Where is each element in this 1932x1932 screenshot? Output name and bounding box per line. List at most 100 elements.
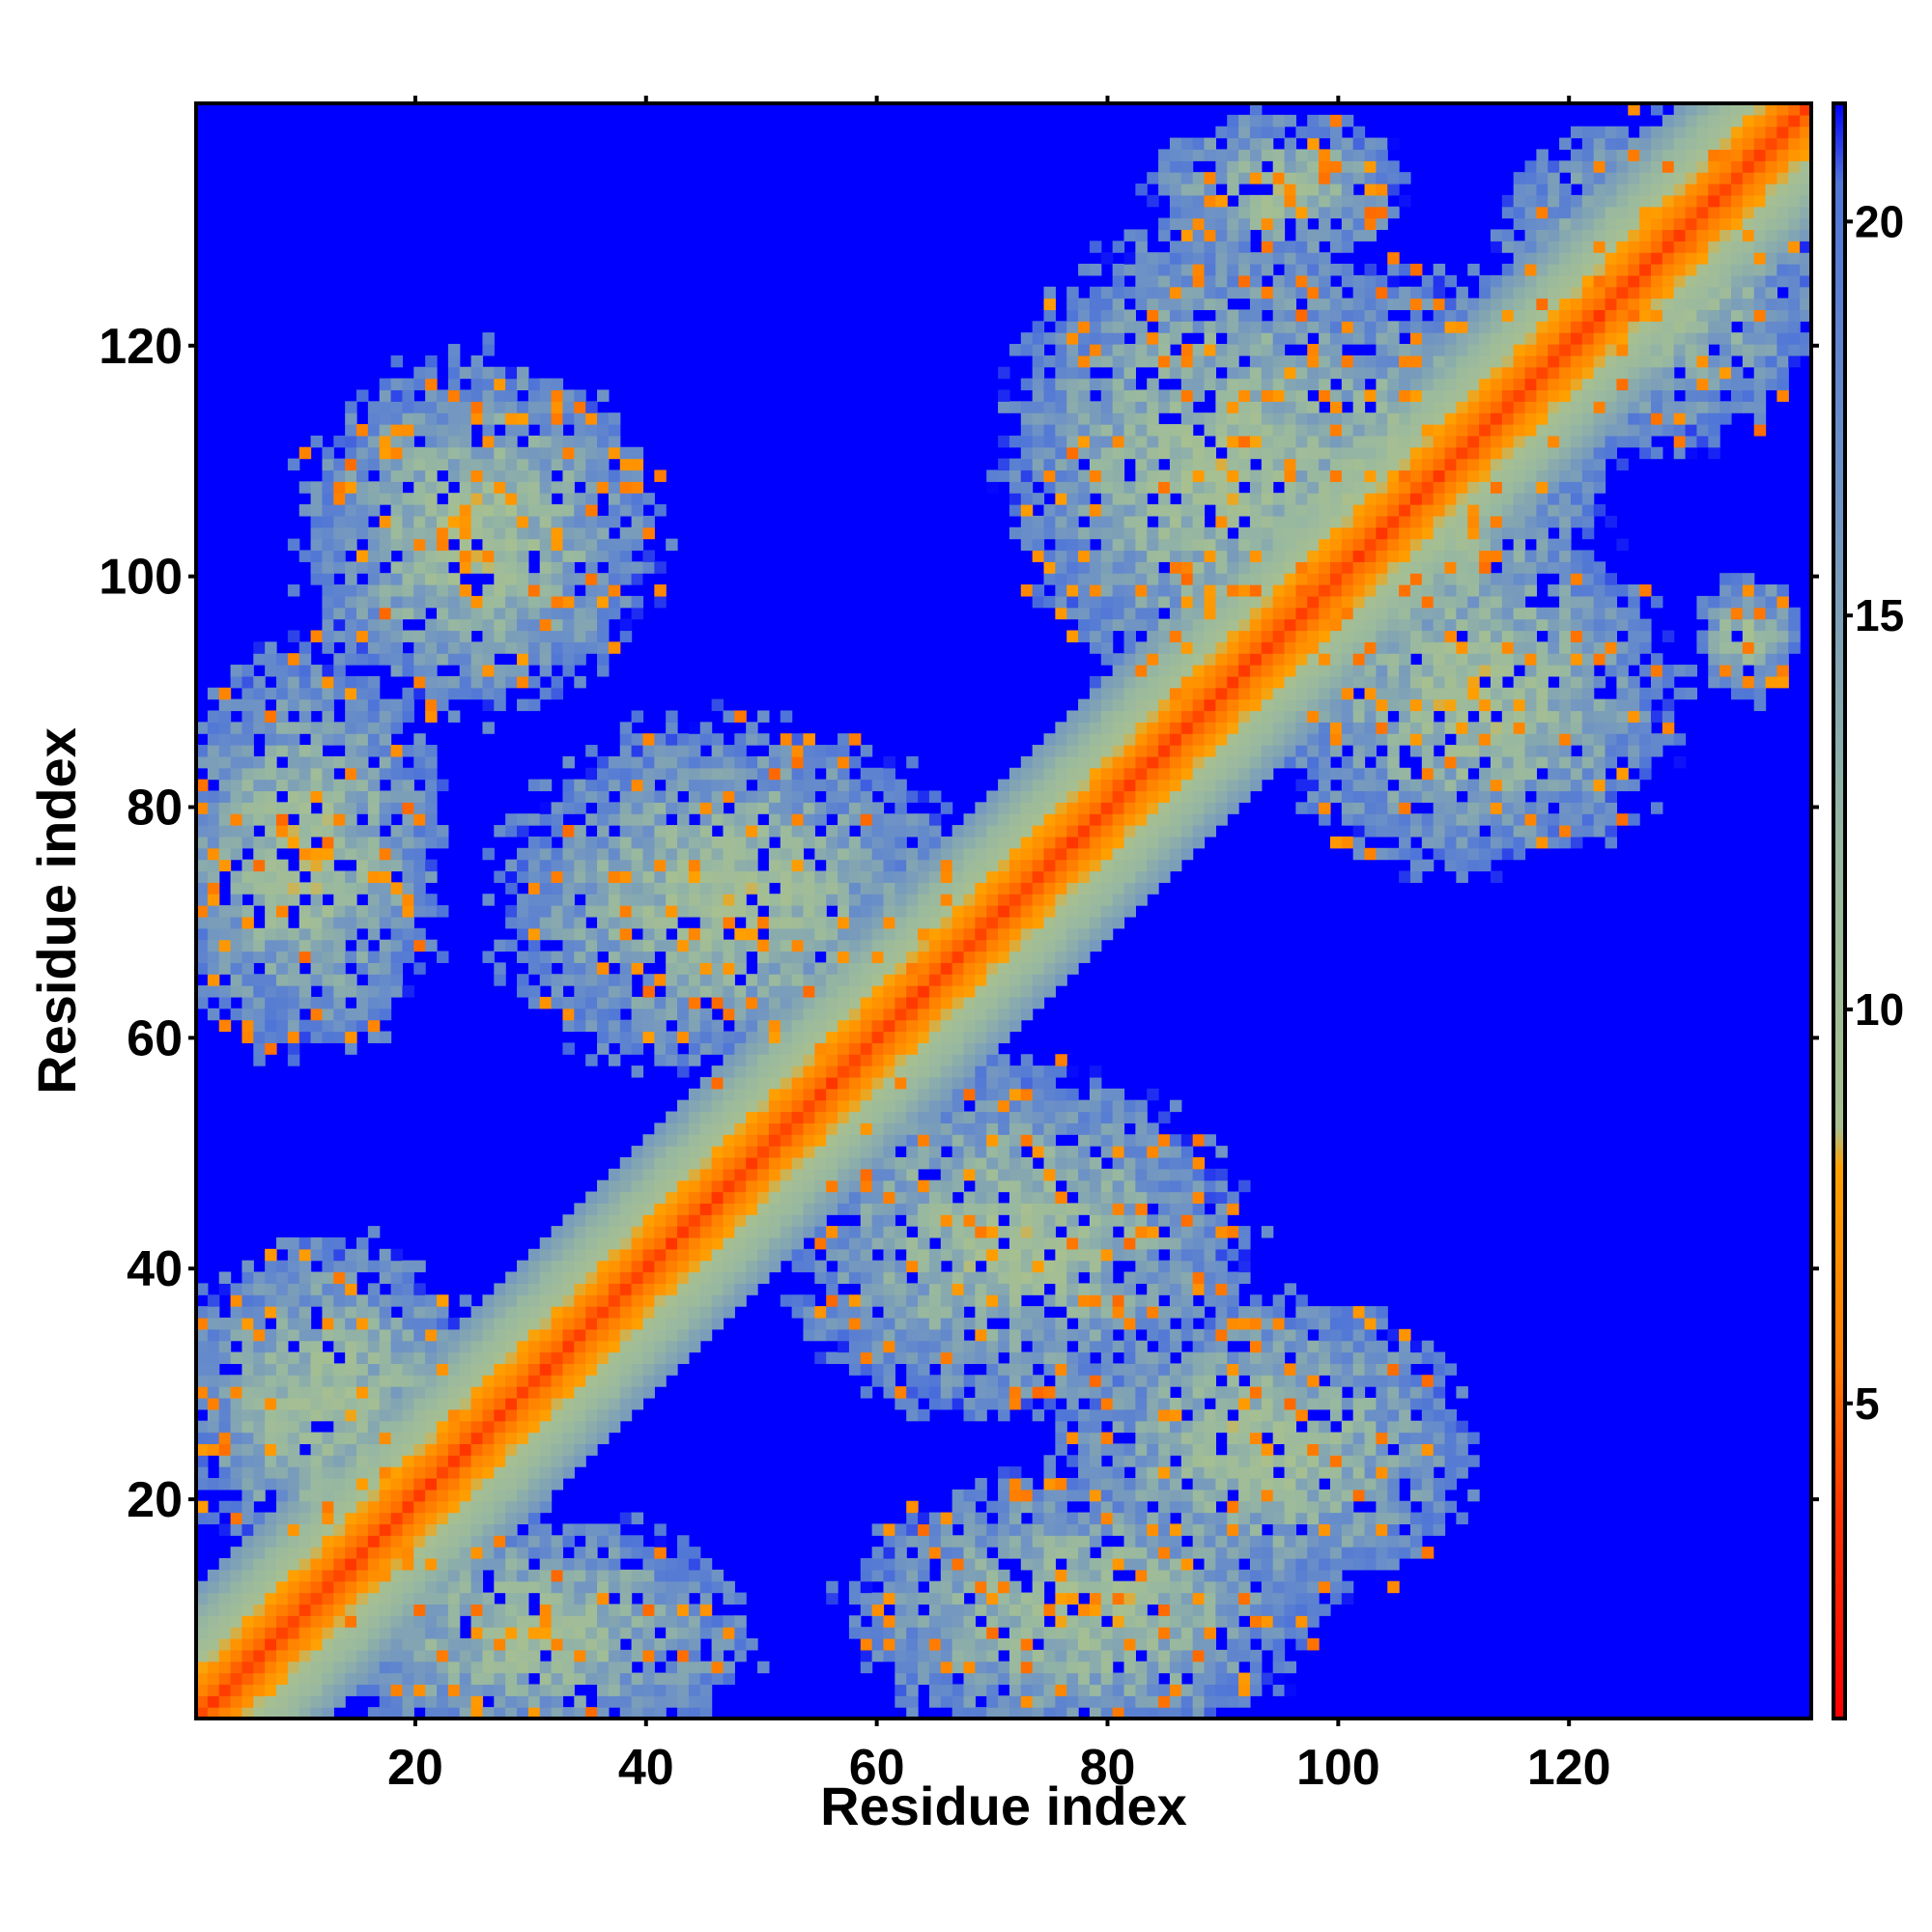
heatmap-cell: [207, 755, 220, 769]
heatmap-cell: [619, 1019, 633, 1033]
heatmap-cell: [574, 1672, 586, 1686]
heatmap-cell: [287, 1477, 300, 1491]
heatmap-cell: [791, 974, 805, 986]
heatmap-cell: [413, 607, 426, 620]
heatmap-cell: [918, 1375, 930, 1387]
heatmap-cell: [447, 550, 461, 562]
heatmap-cell: [413, 1466, 426, 1479]
heatmap-cell: [642, 1615, 655, 1628]
heatmap-cell: [574, 870, 586, 883]
heatmap-cell: [196, 1443, 209, 1456]
heatmap-cell: [860, 1111, 873, 1123]
heatmap-cell: [940, 905, 953, 918]
heatmap-cell: [459, 538, 472, 552]
heatmap-cell: [333, 1523, 346, 1536]
heatmap-cell: [310, 733, 324, 746]
heatmap-cell: [517, 538, 529, 552]
heatmap-cell: [402, 1707, 414, 1719]
heatmap-cell: [527, 1283, 541, 1295]
heatmap-cell: [895, 1111, 907, 1123]
heatmap-cell: [517, 595, 529, 609]
heatmap-cell: [265, 870, 277, 883]
heatmap-cell: [218, 1466, 232, 1479]
heatmap-cell: [642, 1592, 655, 1605]
heatmap-cell: [390, 355, 404, 368]
heatmap-cell: [218, 802, 232, 814]
heatmap-cell: [734, 733, 747, 746]
heatmap-cell: [780, 745, 793, 757]
heatmap-cell: [494, 389, 506, 402]
heatmap-cell: [345, 424, 357, 437]
heatmap-cell: [608, 1627, 621, 1639]
heatmap-cell: [642, 1557, 655, 1571]
heatmap-cell: [688, 939, 701, 952]
heatmap-cell: [322, 1512, 334, 1525]
heatmap-cell: [527, 859, 541, 872]
heatmap-cell: [631, 1179, 644, 1193]
heatmap-cell: [390, 1604, 404, 1616]
heatmap-cell: [998, 1466, 1010, 1479]
heatmap-cell: [494, 1340, 506, 1353]
heatmap-cell: [413, 1489, 426, 1502]
heatmap-cell: [470, 1477, 484, 1491]
heatmap-cell: [597, 469, 610, 482]
heatmap-cell: [253, 882, 266, 895]
heatmap-cell: [746, 767, 758, 781]
heatmap-cell: [597, 435, 610, 448]
heatmap-cell: [666, 1156, 678, 1170]
heatmap-cell: [390, 1351, 404, 1364]
heatmap-cell: [928, 1031, 942, 1043]
heatmap-cell: [654, 1179, 667, 1193]
heatmap-cell: [218, 905, 232, 918]
heatmap-cell: [585, 939, 598, 952]
heatmap-cell: [608, 1294, 621, 1307]
heatmap-cell: [963, 1695, 976, 1708]
heatmap-cell: [631, 1019, 644, 1033]
heatmap-cell: [608, 538, 621, 552]
heatmap-cell: [574, 1375, 586, 1387]
heatmap-cell: [287, 1008, 300, 1021]
heatmap-cell: [218, 1684, 232, 1696]
heatmap-cell: [447, 493, 461, 505]
heatmap-cell: [333, 493, 346, 505]
heatmap-cell: [265, 1031, 277, 1043]
heatmap-cell: [494, 378, 506, 391]
heatmap-cell: [906, 1707, 919, 1719]
heatmap-cell: [505, 389, 518, 402]
heatmap-cell: [367, 630, 381, 642]
heatmap-cell: [562, 1569, 575, 1582]
heatmap-cell: [345, 481, 357, 494]
heatmap-cell: [1009, 1156, 1022, 1170]
heatmap-cell: [631, 1328, 644, 1342]
heatmap-cell: [1009, 1489, 1022, 1502]
heatmap-cell: [333, 1580, 346, 1594]
heatmap-cell: [963, 1604, 976, 1616]
heatmap-cell: [757, 1122, 770, 1135]
heatmap-cell: [631, 859, 644, 872]
heatmap-cell: [482, 1512, 495, 1525]
heatmap-cell: [551, 458, 564, 471]
heatmap-cell: [425, 1420, 438, 1434]
heatmap-cell: [585, 1294, 598, 1307]
heatmap-cell: [551, 1294, 564, 1307]
heatmap-cell: [918, 1248, 930, 1262]
heatmap-cell: [998, 1306, 1010, 1319]
heatmap-cell: [826, 1042, 838, 1055]
heatmap-cell: [940, 1283, 953, 1295]
heatmap-cell: [437, 1707, 449, 1719]
heatmap-cell: [276, 1283, 289, 1295]
heatmap-cell: [276, 1397, 289, 1410]
heatmap-cell: [527, 1547, 541, 1559]
heatmap-cell: [367, 790, 381, 803]
heatmap-cell: [276, 802, 289, 814]
heatmap-cell: [608, 951, 621, 963]
heatmap-cell: [860, 1627, 873, 1639]
heatmap-cell: [677, 1627, 690, 1639]
heatmap-cell: [699, 1580, 713, 1594]
heatmap-cell: [413, 1340, 426, 1353]
heatmap-cell: [390, 951, 404, 963]
heatmap-cell: [723, 1592, 735, 1605]
heatmap-cell: [1020, 1236, 1034, 1250]
heatmap-cell: [482, 550, 495, 562]
heatmap-cell: [642, 1672, 655, 1686]
